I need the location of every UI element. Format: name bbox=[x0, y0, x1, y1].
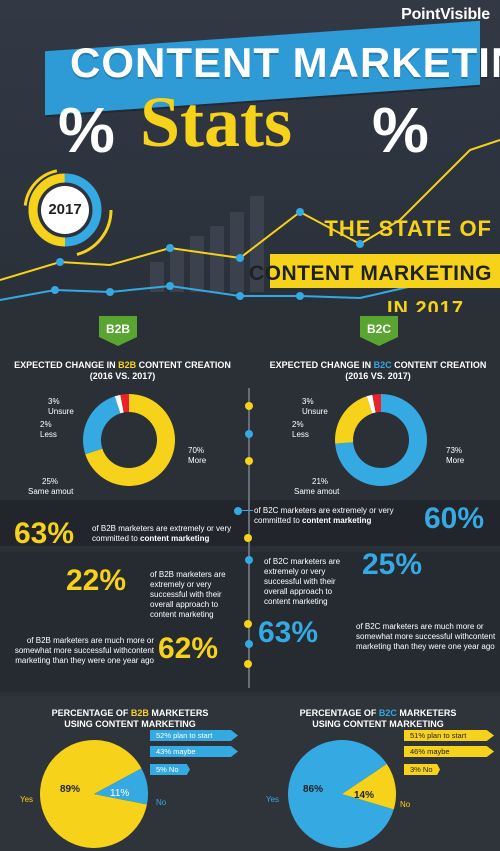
stat-b2b-committed-text: of B2B marketers are extremely or very c… bbox=[92, 524, 232, 543]
hero-graph bbox=[0, 139, 500, 301]
year-ring-icon bbox=[17, 162, 113, 258]
percent-symbol-left: % bbox=[58, 94, 115, 166]
b2c-badge: B2C bbox=[360, 316, 398, 346]
stat-b2c-improve-value: 63% bbox=[258, 616, 319, 649]
stat-b2b-improve-value: 62% bbox=[158, 632, 219, 665]
b2b-unsure-label: 3% Unsure bbox=[48, 397, 74, 416]
b2b-usage-title: PERCENTAGE OF B2B MARKETERS USING CONTENT… bbox=[51, 708, 209, 730]
b2b-maybe-bar: 43% maybe bbox=[150, 746, 238, 757]
b2c-expected-title: EXPECTED CHANGE IN B2C CONTENT CREATION(… bbox=[269, 360, 487, 382]
state-line-2: CONTENT MARKETING bbox=[249, 262, 492, 285]
stat-b2c-committed-value: 60% bbox=[424, 502, 485, 535]
b2b-no-label: No bbox=[156, 798, 167, 807]
b2c-same-label: 21% Same amout bbox=[294, 477, 340, 496]
timeline-dot bbox=[245, 640, 253, 648]
b2b-usage-pie bbox=[40, 740, 148, 848]
stat-b2c-committed-text: of B2C marketers are extremely or very c… bbox=[254, 506, 394, 525]
b2b-yes-label: Yes bbox=[20, 795, 34, 804]
timeline-dot bbox=[245, 556, 253, 564]
state-line-1: THE STATE OF bbox=[324, 216, 492, 241]
timeline-dot bbox=[245, 457, 253, 465]
b2b-pie-slice-yes bbox=[40, 740, 147, 848]
timeline-dot bbox=[245, 430, 253, 438]
b2b-no-pct: 11% bbox=[110, 788, 130, 799]
b2b-plan-bar: 52% plan to start bbox=[150, 730, 238, 741]
b2b-pie-slice-no bbox=[94, 768, 148, 805]
b2c-more-label: 73% More bbox=[446, 446, 465, 465]
stat-b2c-improve-text: of B2C marketers are much more or somewh… bbox=[356, 622, 496, 651]
b2c-plan-bar: 51% plan to start bbox=[404, 730, 494, 741]
b2b-same-label: 25% Same amout bbox=[28, 477, 74, 496]
stat-b2b-success-text: of B2B marketers are extremely or very s… bbox=[150, 570, 226, 619]
hero-section: PointVisible CONTENT MARKETING % Stats %… bbox=[0, 0, 500, 320]
percent-symbol-right: % bbox=[372, 94, 429, 166]
b2c-maybe-bar: 46% maybe bbox=[404, 746, 494, 757]
b2c-donut-slice-unsure bbox=[372, 394, 381, 413]
b2b-donut-slice-more bbox=[85, 394, 175, 486]
timeline-dot bbox=[244, 660, 252, 668]
timeline-dot bbox=[244, 534, 252, 542]
b2b-expected-title: EXPECTED CHANGE IN B2B CONTENT CREATION(… bbox=[14, 360, 231, 382]
b2c-donut-slice-same-amout bbox=[335, 396, 373, 444]
b2c-less-label: 2% Less bbox=[292, 420, 309, 439]
stat-b2b-improve-text: of B2B marketers are much more or somewh… bbox=[14, 636, 154, 665]
b2b-no-bar: 5% No bbox=[150, 764, 190, 775]
b2b-donut-slice-same-amout bbox=[83, 396, 121, 455]
b2c-donut-chart bbox=[335, 394, 427, 486]
b2b-donut-chart bbox=[83, 394, 175, 486]
timeline-dot bbox=[244, 620, 252, 628]
b2c-yes-pct: 86% bbox=[303, 784, 324, 795]
trend-line bbox=[0, 139, 500, 281]
page-subtitle: Stats bbox=[140, 82, 293, 162]
b2b-less-label: 2% Less bbox=[40, 420, 57, 439]
stat-b2c-success-value: 25% bbox=[362, 548, 423, 581]
stat-b2c-success-text: of B2C marketers are extremely or very s… bbox=[264, 557, 341, 606]
b2b-more-label: 70% More bbox=[188, 446, 207, 465]
b2c-no-pct: 14% bbox=[354, 790, 375, 801]
timeline-dot bbox=[245, 402, 253, 410]
b2b-donut-slice-less bbox=[114, 394, 124, 414]
b2c-donut-slice-more bbox=[335, 394, 427, 486]
background-bars bbox=[150, 196, 264, 292]
b2c-usage-title: PERCENTAGE OF B2C MARKETERS USING CONTENT… bbox=[299, 708, 457, 730]
brand-logo: PointVisible bbox=[401, 6, 490, 23]
b2c-yes-label: Yes bbox=[266, 795, 280, 804]
b2c-unsure-label: 3% Unsure bbox=[302, 397, 328, 416]
stat-b2b-committed-value: 63% bbox=[14, 517, 75, 550]
b2c-usage-pie bbox=[288, 740, 396, 848]
b2b-donut-slice-unsure bbox=[120, 394, 129, 413]
b2b-yes-pct: 89% bbox=[60, 784, 81, 795]
b2c-pie-slice-yes bbox=[288, 740, 394, 848]
connector bbox=[239, 510, 253, 511]
b2c-pie-slice-no bbox=[342, 763, 396, 810]
timeline-dot bbox=[234, 507, 242, 515]
page-title: CONTENT MARKETING bbox=[70, 39, 500, 86]
year-label: 2017 bbox=[48, 201, 82, 218]
b2c-donut-slice-less bbox=[366, 394, 376, 414]
stat-b2b-success-value: 22% bbox=[66, 564, 127, 597]
b2c-no-bar: 3% No bbox=[404, 764, 440, 775]
b2c-no-label: No bbox=[400, 800, 411, 809]
state-banner bbox=[270, 254, 500, 288]
